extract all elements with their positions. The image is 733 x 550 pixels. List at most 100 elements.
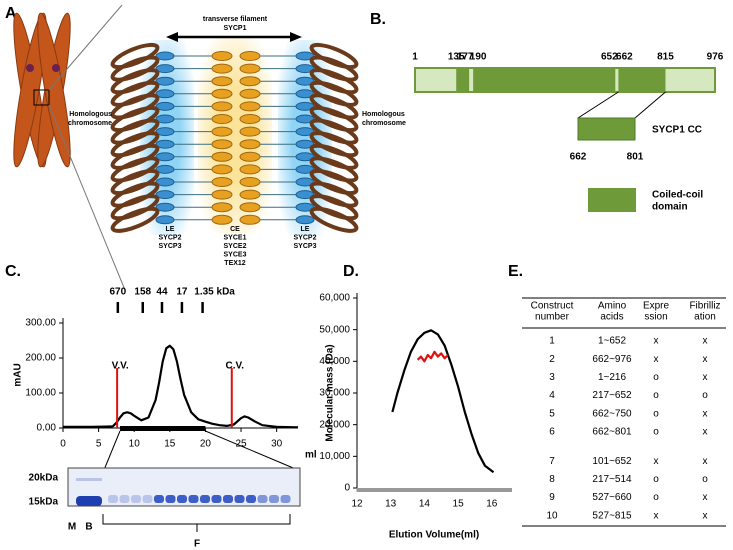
lane-label: B	[85, 522, 92, 533]
coil	[309, 105, 359, 133]
coil	[110, 68, 160, 95]
coil	[110, 156, 160, 183]
table-cell: x	[654, 354, 659, 365]
header-cell: Expre	[643, 301, 670, 312]
le-protein	[155, 202, 175, 212]
standard-label: 158	[134, 287, 151, 298]
coil	[110, 168, 160, 196]
table-cell: o	[653, 372, 659, 383]
coil	[309, 131, 359, 158]
x-tick-label: 25	[235, 439, 247, 450]
table-cell: 1~652	[598, 336, 627, 347]
gel-band	[269, 495, 279, 503]
le-protein	[155, 177, 175, 187]
element-label: SYCP2	[294, 234, 317, 241]
ce-protein	[239, 177, 261, 187]
x-tick-label: 15	[164, 439, 176, 450]
x-tick-label: 14	[419, 499, 431, 510]
ce-protein	[239, 189, 261, 200]
table-cell: x	[654, 456, 659, 467]
chromosome-label: Homologous	[69, 111, 112, 118]
ce-protein	[239, 101, 261, 112]
table-cell: x	[703, 354, 708, 365]
panel-label: D.	[343, 263, 359, 280]
ce-protein	[211, 139, 233, 150]
gel-band	[76, 478, 102, 481]
table-cell: 217~652	[592, 390, 632, 401]
coil	[309, 156, 359, 183]
gel-band	[131, 495, 141, 503]
panel-label: C.	[5, 263, 21, 280]
position-label: 190	[470, 52, 487, 63]
gel-marker-label: 15kDa	[29, 497, 59, 508]
y-tick-label: 20,000	[319, 419, 350, 430]
lane-label: M	[68, 522, 76, 533]
gel-band	[246, 495, 256, 503]
le-protein	[155, 190, 175, 200]
centromere	[52, 64, 60, 72]
coil	[110, 194, 160, 221]
y-tick-label: 300.00	[25, 318, 56, 329]
coil	[110, 143, 160, 170]
standard-label: 17	[176, 287, 188, 298]
ce-protein	[211, 164, 233, 175]
element-label: SYCE1	[224, 234, 247, 241]
table-cell: 217~514	[592, 474, 632, 485]
header-cell: acids	[600, 312, 623, 323]
zoom-line	[48, 104, 126, 291]
x-tick-label: 13	[385, 499, 397, 510]
domain	[618, 68, 666, 92]
filament-protein: SYCP1	[224, 25, 247, 32]
fraction-bar	[119, 426, 206, 431]
ce-protein	[239, 114, 261, 124]
ce-protein	[239, 202, 261, 213]
le-protein	[155, 139, 175, 149]
table-cell: 7	[549, 456, 555, 467]
table-cell: x	[703, 456, 708, 467]
gel-band	[200, 495, 210, 503]
gel-band	[257, 495, 268, 503]
table-cell: 9	[549, 492, 555, 503]
table-cell: 4	[549, 390, 555, 401]
chromosome-label: chromosome	[362, 120, 406, 127]
table-cell: 662~750	[592, 408, 632, 419]
coil	[309, 143, 359, 170]
table-cell: 5	[549, 408, 555, 419]
gel-band	[188, 495, 199, 503]
x-tick-label: 16	[486, 499, 498, 510]
gel-band	[223, 495, 233, 503]
position-label: 177	[457, 52, 474, 63]
position-label: 662	[616, 52, 633, 63]
gel-band	[154, 495, 164, 503]
position-label: 976	[707, 52, 724, 63]
ce-protein	[239, 139, 261, 150]
ce-protein	[211, 126, 233, 137]
position-label: 652	[601, 52, 618, 63]
position-label: 135	[448, 52, 465, 63]
coil	[309, 55, 359, 82]
gel-band	[76, 496, 102, 506]
coil	[110, 131, 160, 158]
table-cell: 10	[546, 510, 558, 521]
table-cell: 6	[549, 427, 555, 438]
cc-domain	[577, 117, 636, 141]
ce-protein	[239, 76, 261, 87]
position-label: 815	[657, 52, 674, 63]
ce-protein	[239, 151, 261, 162]
y-tick-label: 100.00	[25, 388, 56, 399]
coil	[110, 55, 160, 82]
zoom-line	[577, 91, 619, 119]
ce-protein	[239, 88, 261, 99]
x-axis-label: ml	[305, 450, 317, 461]
domain	[456, 68, 470, 92]
ce-protein	[211, 151, 233, 162]
ce-protein	[211, 202, 233, 213]
table-cell: o	[653, 408, 659, 419]
chromatid	[13, 12, 47, 168]
x-tick-label: 30	[271, 439, 283, 450]
le-protein	[155, 152, 175, 162]
ce-protein	[211, 76, 233, 87]
coil	[309, 68, 359, 95]
arrow-head	[290, 32, 302, 42]
y-tick-label: 40,000	[319, 356, 350, 367]
